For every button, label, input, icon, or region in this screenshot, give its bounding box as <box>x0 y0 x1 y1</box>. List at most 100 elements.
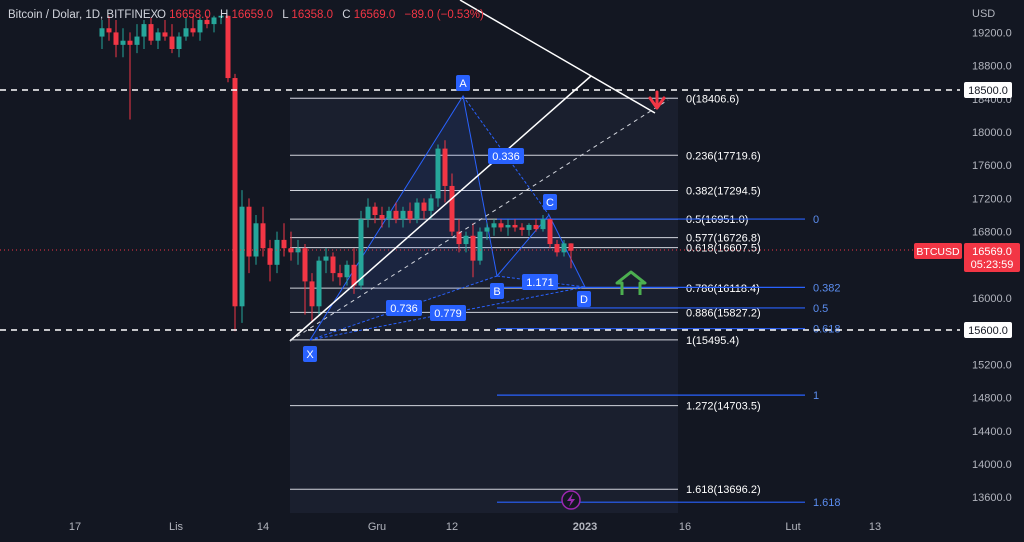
resistance-trendline[interactable] <box>459 0 656 114</box>
candle-body <box>218 15 224 18</box>
fib-level-label: 0.786(16118.4) <box>686 283 760 295</box>
marker-15600-text: 15600.0 <box>968 325 1008 337</box>
candle-body <box>365 206 371 220</box>
point-x-label[interactable]: X <box>303 346 317 362</box>
point-b-label[interactable]: B <box>490 283 504 299</box>
candle-body <box>323 256 329 261</box>
price-tick-label: 18800.0 <box>972 61 1012 73</box>
candle-body <box>547 219 553 245</box>
candle-body <box>302 248 308 282</box>
pattern-bcd-fill <box>497 215 585 287</box>
candle-body <box>561 243 567 253</box>
fib-level-label: 1.272(14703.5) <box>686 401 761 413</box>
candle-body <box>505 224 511 228</box>
candle-body <box>176 36 182 49</box>
candle-body <box>120 40 126 45</box>
last-price-badge: 16569.0 05:23:59 <box>964 243 1020 272</box>
svg-text:Bitcoin / Dolar, 1D, BITFINEX: Bitcoin / Dolar, 1D, BITFINEX <box>8 9 159 21</box>
point-d-label[interactable]: D <box>577 291 591 307</box>
fib-level-label: 0.618(16607.5) <box>686 243 761 255</box>
change-value: −89.0 (−0.53%) <box>405 9 484 21</box>
ratio-1171-label: 1.171 <box>522 274 558 290</box>
support-trendline[interactable] <box>289 75 592 342</box>
candle-body <box>526 224 532 230</box>
ratio-0779-text: 0.779 <box>434 308 462 320</box>
lightning-icon[interactable] <box>561 490 581 510</box>
ext-level-label: 1 <box>813 390 819 402</box>
candle-body <box>239 206 245 307</box>
close-label: C <box>342 9 350 21</box>
candle-body <box>204 19 210 25</box>
candle-body <box>211 17 217 25</box>
price-tick-label: 17600.0 <box>972 160 1012 172</box>
candle-body <box>470 235 476 261</box>
candle-body <box>246 206 252 257</box>
candle-body <box>533 224 539 230</box>
fib-range-shade <box>290 97 678 513</box>
candle-body <box>386 210 392 220</box>
candle-body <box>358 219 364 286</box>
ratio-1171-text: 1.171 <box>526 277 554 289</box>
time-tick-label: 17 <box>69 521 81 533</box>
candle-body <box>162 32 168 37</box>
fib-level-label: 0.577(16726.8) <box>686 233 761 245</box>
symbol-legend[interactable]: Bitcoin / Dolar, 1D, BITFINEX O 16658.0 … <box>8 9 484 21</box>
fib-level-label: 1(15495.4) <box>686 335 739 347</box>
currency-label: USD <box>972 8 995 20</box>
candle-body <box>169 36 175 49</box>
candle-body <box>309 281 315 307</box>
marker-18500-badge: 18500.0 <box>964 82 1012 98</box>
candle-body <box>183 28 189 37</box>
time-tick-label: 12 <box>446 521 458 533</box>
countdown-text: 05:23:59 <box>971 259 1014 271</box>
close-value: 16569.0 <box>354 9 396 21</box>
ext-level-label: 0.5 <box>813 303 828 315</box>
ratio-0779-label: 0.779 <box>430 305 466 321</box>
point-a-label[interactable]: A <box>456 75 470 91</box>
low-label: L <box>282 9 289 21</box>
price-tick-label: 15200.0 <box>972 359 1012 371</box>
candle-body <box>456 231 462 245</box>
candle-body <box>379 215 385 220</box>
candle-body <box>400 210 406 220</box>
candle-body <box>99 28 105 37</box>
marker-15600-badge: 15600.0 <box>964 322 1012 338</box>
candle-body <box>288 248 294 253</box>
candle-body <box>274 239 280 265</box>
candle-body <box>568 243 574 251</box>
candle-body <box>498 223 504 228</box>
price-tick-label: 14000.0 <box>972 459 1012 471</box>
price-tick-label: 16800.0 <box>972 227 1012 239</box>
candle-body <box>113 32 119 45</box>
candle-body <box>295 248 301 253</box>
candle-body <box>554 244 560 253</box>
svg-text:O 16658.0 H: O 16658.0 H 16659.0 L 16358.0 C 16569.0 … <box>157 9 484 21</box>
symbol-title: Bitcoin / Dolar, 1D, BITFINEX <box>8 9 159 21</box>
dashed-channel-line[interactable] <box>289 99 669 342</box>
fib-level-label: 0.236(17719.6) <box>686 150 761 162</box>
time-tick-label: 16 <box>679 521 691 533</box>
candle-body <box>106 28 112 33</box>
point-x-text: X <box>306 349 314 361</box>
ext-level-label: 0 <box>813 214 819 226</box>
ratio-0336-text: 0.336 <box>492 151 520 163</box>
time-axis[interactable]: 17 Lis 14 Gru 12 2023 16 Lut 13 <box>0 517 1024 537</box>
point-c-label[interactable]: C <box>543 194 557 210</box>
candle-body <box>225 15 231 79</box>
candle-body <box>148 24 154 41</box>
point-a-text: A <box>459 78 467 90</box>
candle-body <box>428 198 434 211</box>
fib-retracement[interactable]: 0(18406.6) 0.236(17719.6) 0.382(17294.5) 0.… <box>290 93 761 496</box>
candle-body <box>351 264 357 286</box>
arrow-up-icon <box>615 270 647 295</box>
candle-body <box>393 210 399 220</box>
price-tick-label: 14800.0 <box>972 393 1012 405</box>
fib-level-label: 0.886(15827.2) <box>686 307 761 319</box>
high-value: 16659.0 <box>231 9 273 21</box>
low-value: 16358.0 <box>291 9 333 21</box>
price-tick-label: 16000.0 <box>972 293 1012 305</box>
candle-body <box>267 248 273 265</box>
